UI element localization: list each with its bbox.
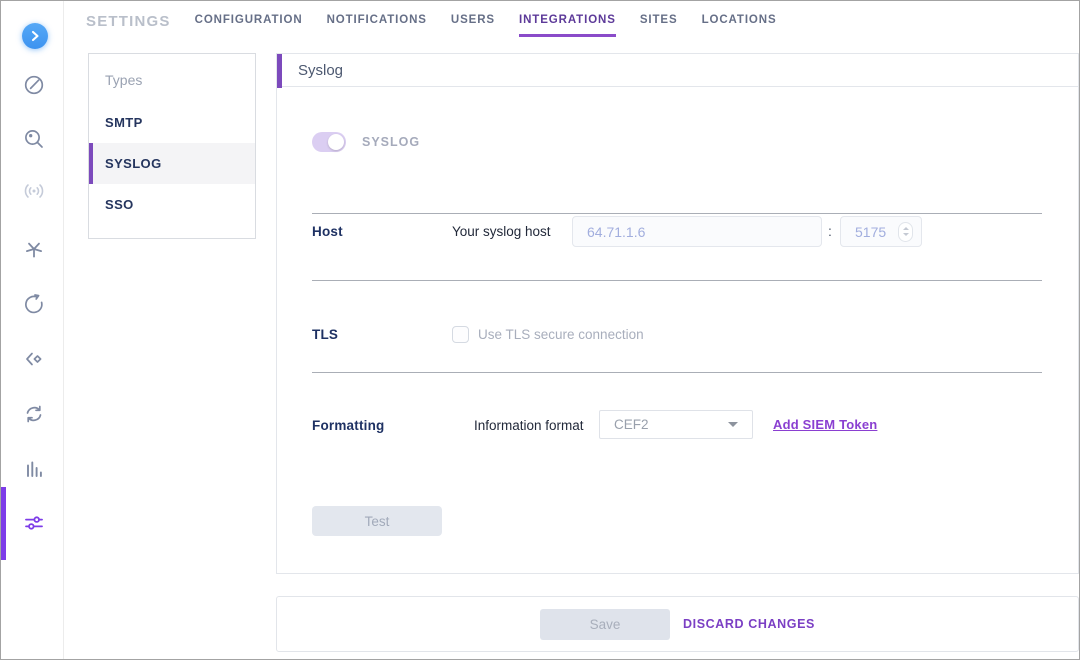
asterisk-icon[interactable] [20, 235, 48, 263]
tab-configuration[interactable]: CONFIGURATION [194, 14, 303, 26]
tag-icon[interactable] [20, 345, 48, 373]
syslog-port-input[interactable] [855, 223, 895, 240]
speedometer-icon[interactable] [20, 71, 48, 99]
sync-icon[interactable] [20, 400, 48, 428]
bar-chart-icon[interactable] [20, 455, 48, 483]
icon-rail [1, 1, 64, 659]
save-button[interactable]: Save [540, 608, 671, 640]
gauge-arrow-icon[interactable] [20, 290, 48, 318]
tab-notifications[interactable]: NOTIFICATIONS [326, 14, 427, 26]
tab-locations[interactable]: LOCATIONS [701, 14, 777, 26]
chevron-right-icon [29, 30, 41, 42]
port-stepper[interactable] [898, 221, 913, 242]
syslog-toggle[interactable] [312, 132, 346, 152]
top-navigation: SETTINGS CONFIGURATION NOTIFICATIONS USE… [86, 11, 777, 37]
syslog-toggle-label: SYSLOG [362, 135, 421, 149]
format-selected-value: CEF2 [614, 417, 649, 432]
toggle-knob [328, 134, 344, 150]
divider [312, 372, 1042, 373]
footer-action-bar: Save DISCARD CHANGES [276, 596, 1079, 652]
test-button[interactable]: Test [312, 506, 442, 536]
format-field-label: Information format [474, 418, 584, 433]
divider [312, 213, 1042, 214]
sliders-icon[interactable] [20, 509, 48, 537]
add-siem-token-link[interactable]: Add SIEM Token [773, 417, 878, 432]
card-body: SYSLOG Host Your syslog host : TLS Use T… [277, 87, 1078, 573]
tab-users[interactable]: USERS [450, 14, 495, 26]
host-port-separator: : [828, 223, 832, 239]
types-label: Types [105, 72, 143, 88]
rail-active-indicator [1, 487, 6, 560]
tls-checkbox-label: Use TLS secure connection [478, 327, 644, 342]
tls-section-label: TLS [312, 327, 339, 342]
type-item-sso[interactable]: SSO [105, 197, 134, 212]
card-title: Syslog [298, 62, 344, 79]
type-item-smtp[interactable]: SMTP [105, 115, 143, 130]
expand-sidebar-button[interactable] [22, 23, 48, 49]
card-header: Syslog [277, 54, 1078, 88]
tab-sites[interactable]: SITES [639, 14, 678, 26]
search-icon[interactable] [20, 125, 48, 153]
formatting-section-label: Formatting [312, 418, 385, 433]
broadcast-icon[interactable] [20, 177, 48, 205]
tab-integrations[interactable]: INTEGRATIONS [518, 14, 616, 37]
discard-changes-link[interactable]: DISCARD CHANGES [683, 617, 815, 631]
type-item-syslog[interactable]: SYSLOG [89, 143, 255, 184]
host-section-label: Host [312, 224, 343, 239]
information-format-dropdown[interactable]: CEF2 [599, 410, 753, 439]
syslog-host-input[interactable] [572, 216, 822, 247]
settings-title: SETTINGS [86, 13, 171, 30]
syslog-toggle-row: SYSLOG [312, 132, 420, 152]
divider [312, 280, 1042, 281]
host-field-label: Your syslog host [452, 224, 551, 239]
types-panel: Types SMTP SYSLOG SSO [88, 53, 256, 239]
syslog-settings-card: Syslog SYSLOG Host Your syslog host : TL… [276, 53, 1079, 574]
tls-checkbox[interactable] [452, 326, 469, 343]
syslog-port-field [840, 216, 922, 247]
chevron-down-icon [728, 422, 738, 427]
